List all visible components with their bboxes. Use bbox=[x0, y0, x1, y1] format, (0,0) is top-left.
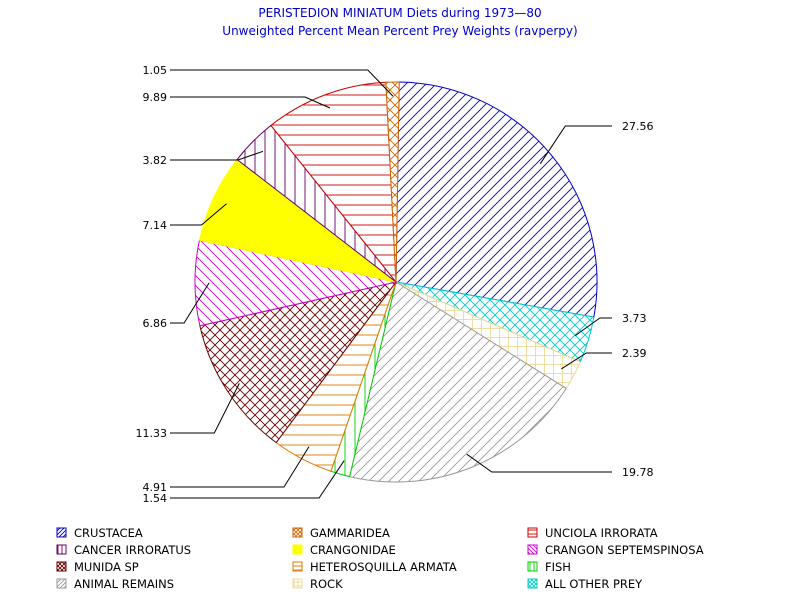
value-label-munida-sp: 11.33 bbox=[136, 427, 168, 440]
value-label-cancer-irroratus: 3.82 bbox=[143, 154, 168, 167]
legend-swatch-unciola-irrorata bbox=[527, 527, 538, 538]
legend: CRUSTACEA GAMMARIDEA UNCIOLA IRRORATA CANCE… bbox=[56, 526, 704, 591]
legend-label-rock: ROCK bbox=[310, 577, 343, 591]
legend-swatch-fish bbox=[527, 561, 538, 572]
leader-line-unciola-irrorata bbox=[170, 96, 331, 109]
value-label-animal-remains: 19.78 bbox=[622, 466, 654, 479]
chart-title: PERISTEDION MINIATUM Diets during 1973—8… bbox=[258, 6, 541, 20]
leader-line-crangon-septemspinosa bbox=[170, 282, 210, 324]
legend-label-animal-remains: ANIMAL REMAINS bbox=[74, 577, 174, 591]
pie-slice-crustacea bbox=[395, 81, 598, 318]
value-labels: 27.56 3.73 2.39 19.78 1.544.91 11.33 6.86 7.14 3… bbox=[136, 64, 654, 505]
legend-label-cancer-irroratus: CANCER IRRORATUS bbox=[74, 543, 191, 557]
legend-label-heterosquilla-armata: HETEROSQUILLA ARMATA bbox=[310, 560, 457, 574]
pie-slices bbox=[194, 81, 598, 483]
leader-line-cancer-irroratus bbox=[170, 150, 264, 161]
leader-line-munida-sp bbox=[170, 383, 240, 434]
legend-label-crangonidae: CRANGONIDAE bbox=[310, 543, 396, 557]
value-label-gammaridea: 1.05 bbox=[143, 64, 168, 77]
legend-label-gammaridea: GAMMARIDEA bbox=[310, 526, 390, 540]
legend-label-fish: FISH bbox=[545, 560, 571, 574]
pie-slice-munida-sp bbox=[199, 281, 398, 444]
legend-swatch-munida-sp bbox=[56, 561, 67, 572]
legend-swatch-animal-remains bbox=[56, 578, 67, 589]
chart-subtitle: Unweighted Percent Mean Percent Prey Wei… bbox=[222, 24, 577, 38]
leader-line-rock bbox=[561, 352, 612, 370]
leader-line-crustacea bbox=[539, 125, 612, 164]
value-label-crangon-septemspinosa: 6.86 bbox=[143, 317, 168, 330]
leader-line-heterosquilla-armata bbox=[170, 446, 310, 488]
legend-label-all-other-prey: ALL OTHER PREY bbox=[545, 577, 643, 591]
pie-slice-gammaridea bbox=[385, 81, 400, 283]
legend-label-munida-sp: MUNIDA SP bbox=[74, 560, 139, 574]
value-label-rock: 2.39 bbox=[622, 347, 647, 360]
legend-swatch-cancer-irroratus bbox=[56, 544, 67, 555]
legend-swatch-crangon-septemspinosa bbox=[527, 544, 538, 555]
leader-line-gammaridea bbox=[170, 69, 394, 97]
value-label-fish: 1.54 bbox=[143, 492, 168, 505]
legend-swatch-crustacea bbox=[56, 527, 67, 538]
legend-swatch-heterosquilla-armata bbox=[292, 561, 303, 572]
value-label-unciola-irrorata: 9.89 bbox=[143, 91, 168, 104]
legend-label-crangon-septemspinosa: CRANGON SEPTEMSPINOSA bbox=[545, 543, 704, 557]
value-label-heterosquilla-armata: 4.91 bbox=[143, 481, 168, 494]
leader-lines bbox=[170, 69, 612, 499]
value-label-all-other-prey: 3.73 bbox=[622, 312, 647, 325]
legend-swatch-rock bbox=[292, 578, 303, 589]
legend-label-crustacea: CRUSTACEA bbox=[74, 526, 143, 540]
pie-slice-animal-remains bbox=[348, 281, 567, 483]
legend-swatch-gammaridea bbox=[292, 527, 303, 538]
value-label-crustacea: 27.56 bbox=[622, 120, 654, 133]
value-label-crangonidae: 7.14 bbox=[143, 219, 168, 232]
leader-line-fish bbox=[170, 460, 345, 499]
leader-line-all-other-prey bbox=[574, 317, 612, 337]
legend-label-unciola-irrorata: UNCIOLA IRRORATA bbox=[545, 526, 658, 540]
legend-swatch-crangonidae bbox=[292, 544, 303, 555]
leader-line-crangonidae bbox=[170, 203, 227, 226]
legend-swatch-all-other-prey bbox=[527, 578, 538, 589]
leader-line-animal-remains bbox=[466, 453, 612, 473]
